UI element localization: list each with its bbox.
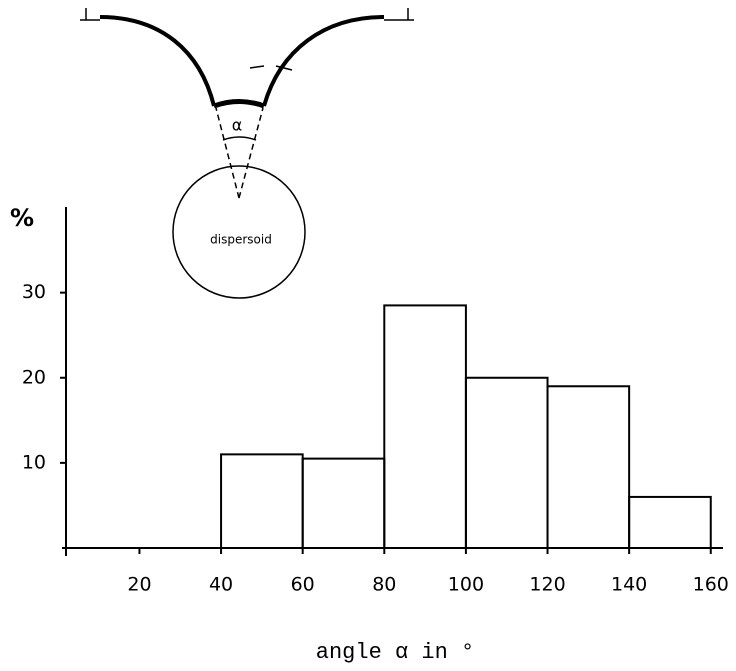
angle-label: α: [232, 116, 243, 135]
x-axis-label: angle α in °: [316, 640, 474, 665]
end-marks: [80, 8, 414, 21]
x-tick-label: 140: [611, 574, 647, 596]
x-tick-label: 160: [693, 574, 729, 596]
y-tick-label: 10: [22, 451, 46, 473]
y-tick-label: 20: [22, 366, 46, 388]
angle-lines: [215, 107, 264, 199]
bar: [220, 453, 304, 549]
x-tick-label: 40: [209, 574, 233, 596]
boundary-left: [99, 15, 216, 107]
bar: [301, 457, 386, 549]
tangent-marks: [249, 65, 293, 71]
x-tick-label: 80: [372, 574, 396, 596]
y-axis-label: %: [10, 204, 34, 232]
x-tick-label: 60: [291, 574, 315, 596]
bar: [628, 495, 712, 549]
bar: [383, 304, 467, 549]
y-tick-label: 30: [22, 281, 46, 303]
x-tick-label: 20: [127, 574, 151, 596]
dispersoid-circle: [172, 165, 306, 299]
boundary-top: [213, 99, 265, 109]
bar: [464, 376, 549, 549]
x-tick-label: 120: [529, 574, 565, 596]
boundary-right: [262, 15, 385, 107]
angle-arc: [222, 136, 257, 141]
inset-label: dispersoid: [210, 233, 272, 247]
x-tick-label: 100: [448, 574, 484, 596]
inset-diagram: [80, 8, 414, 299]
bar: [546, 385, 631, 549]
